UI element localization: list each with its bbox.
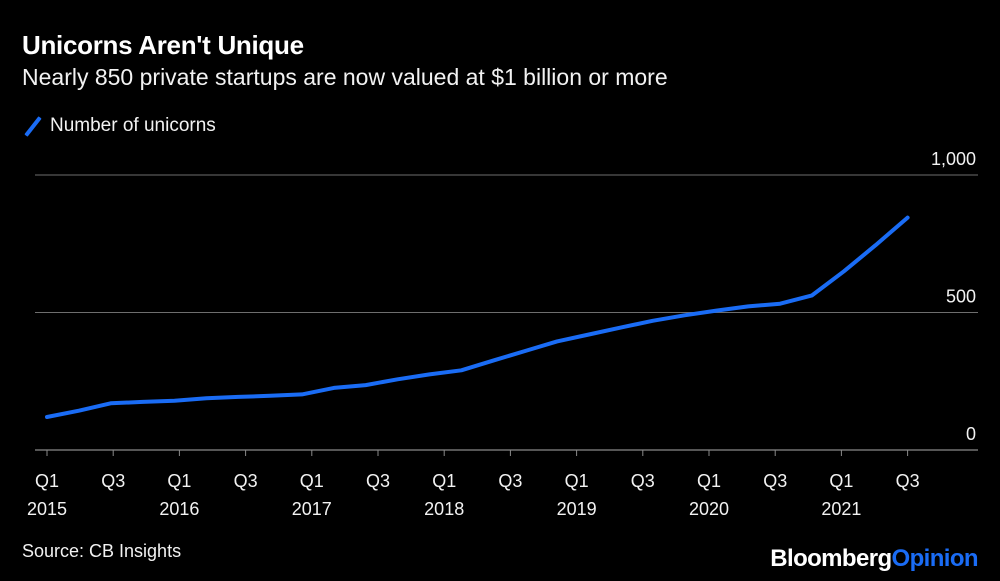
chart-subtitle: Nearly 850 private startups are now valu… — [22, 64, 668, 90]
x-tick-label: Q1 — [35, 471, 59, 491]
x-tick-year: 2019 — [557, 499, 597, 519]
x-tick-label: Q1 — [829, 471, 853, 491]
x-tick-year: 2021 — [821, 499, 861, 519]
x-tick-label: Q1 — [167, 471, 191, 491]
x-tick-label: Q3 — [366, 471, 390, 491]
x-tick-year: 2018 — [424, 499, 464, 519]
x-tick-year: 2017 — [292, 499, 332, 519]
y-tick-label: 1,000 — [931, 149, 976, 169]
x-tick-year: 2015 — [27, 499, 67, 519]
x-tick-label: Q1 — [432, 471, 456, 491]
x-tick-label: Q3 — [234, 471, 258, 491]
x-tick-label: Q1 — [300, 471, 324, 491]
y-tick-label: 0 — [966, 424, 976, 444]
x-tick-label: Q3 — [763, 471, 787, 491]
x-tick-label: Q1 — [565, 471, 589, 491]
x-tick-year: 2020 — [689, 499, 729, 519]
y-tick-label: 500 — [946, 287, 976, 307]
x-tick-label: Q3 — [896, 471, 920, 491]
chart-title: Unicorns Aren't Unique — [22, 30, 304, 60]
brand-accent: Opinion — [891, 545, 979, 572]
x-tick-label: Q3 — [498, 471, 522, 491]
x-tick-label: Q3 — [631, 471, 655, 491]
x-tick-year: 2016 — [159, 499, 199, 519]
legend-label: Number of unicorns — [50, 115, 216, 136]
bloomberg-opinion-logo: BloombergOpinion — [770, 545, 978, 573]
legend: Number of unicorns — [22, 115, 216, 137]
x-tick-label: Q1 — [697, 471, 721, 491]
brand-main: Bloomberg — [770, 545, 892, 572]
source-note: Source: CB Insights — [22, 541, 182, 561]
series-line-0 — [45, 215, 910, 419]
x-tick-label: Q3 — [101, 471, 125, 491]
